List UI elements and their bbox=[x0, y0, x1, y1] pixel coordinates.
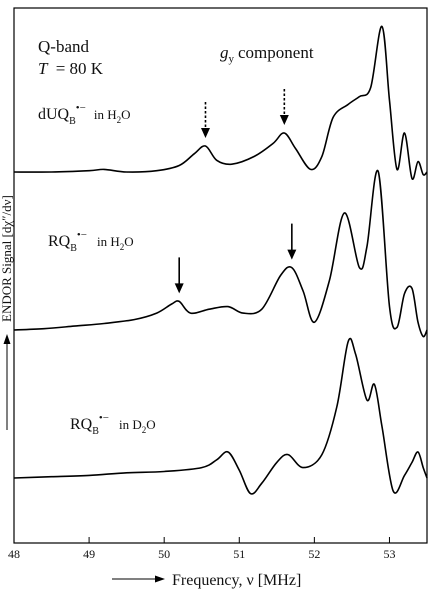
traces bbox=[13, 25, 428, 495]
x-tick-label: 49 bbox=[83, 547, 95, 561]
arrow-head bbox=[287, 249, 297, 260]
series-label-duqb-h2o: dUQB•− in H2O bbox=[38, 102, 130, 127]
x-tick-label: 53 bbox=[383, 547, 395, 561]
x-tick-label: 51 bbox=[233, 547, 245, 561]
x-tick-label: 52 bbox=[308, 547, 320, 561]
trace-line-1 bbox=[13, 169, 428, 338]
x-axis-label: Frequency, ν [MHz] bbox=[172, 572, 301, 589]
arrow-head bbox=[200, 128, 210, 138]
x-tick-label: 48 bbox=[8, 547, 20, 561]
component-label: gy component bbox=[220, 43, 314, 65]
arrow-head bbox=[279, 115, 289, 125]
x-axis-label-group: Frequency, ν [MHz] bbox=[112, 572, 301, 589]
temperature-label: T = 80 K bbox=[38, 59, 104, 78]
x-tick-label: 50 bbox=[158, 547, 170, 561]
series-label-rqb-d2o: RQB•− in D2O bbox=[70, 412, 156, 437]
band-label: Q-band bbox=[38, 37, 89, 56]
y-axis-arrow-head bbox=[3, 334, 11, 344]
series-label-rqb-h2o: RQB•− in H2O bbox=[48, 229, 134, 254]
x-axis-ticks: 48 49 50 51 52 53 bbox=[8, 537, 395, 561]
arrow-head bbox=[174, 283, 184, 294]
y-axis-label-group: ENDOR Signal [dχ″/dν] bbox=[0, 195, 14, 430]
plot-frame bbox=[13, 7, 428, 544]
y-axis-label: ENDOR Signal [dχ″/dν] bbox=[0, 195, 14, 322]
axes-box bbox=[13, 7, 428, 544]
trace-line-0 bbox=[13, 25, 428, 180]
marker-arrows bbox=[174, 89, 297, 294]
x-axis-arrow-head bbox=[155, 575, 165, 583]
trace-line-2 bbox=[13, 337, 428, 495]
